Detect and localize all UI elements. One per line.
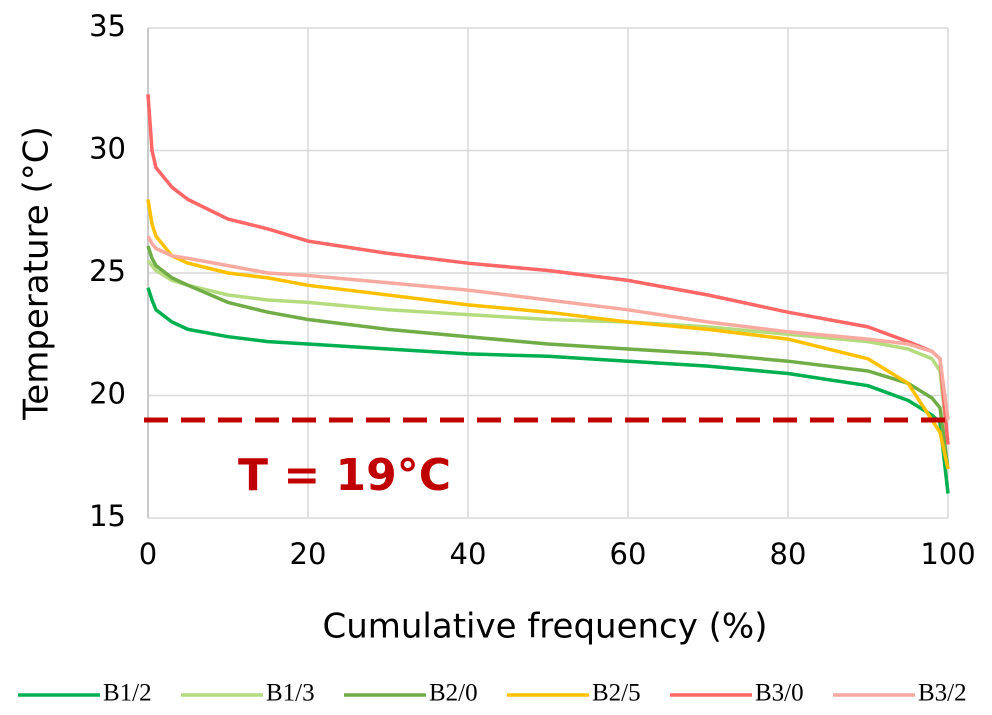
legend-label: B3/0 xyxy=(755,680,804,707)
x-tick-label: 80 xyxy=(770,537,807,571)
series-line xyxy=(146,259,950,445)
y-axis-label: Temperature (°C) xyxy=(17,126,57,420)
legend-label: B2/5 xyxy=(592,680,641,707)
series-line xyxy=(146,235,950,421)
x-tick-label: 0 xyxy=(139,537,157,571)
series-line xyxy=(146,94,950,445)
y-tick-label: 30 xyxy=(89,132,126,166)
x-tick-label: 20 xyxy=(290,537,327,571)
legend-label: B1/2 xyxy=(103,680,152,707)
threshold-label: T = 19°C xyxy=(238,450,451,501)
legend-label: B2/0 xyxy=(429,680,478,707)
legend-label: B3/2 xyxy=(918,680,967,707)
x-tick-label: 100 xyxy=(920,537,975,571)
series-line xyxy=(146,287,950,494)
y-tick-label: 20 xyxy=(89,377,126,411)
x-tick-label: 40 xyxy=(450,537,487,571)
x-tick-label: 60 xyxy=(610,537,647,571)
y-tick-label: 25 xyxy=(89,254,126,288)
legend-label: B1/3 xyxy=(266,680,315,707)
y-tick-label: 15 xyxy=(89,499,126,533)
x-axis-label: Cumulative frequency (%) xyxy=(322,607,767,647)
y-tick-label: 35 xyxy=(89,9,126,43)
